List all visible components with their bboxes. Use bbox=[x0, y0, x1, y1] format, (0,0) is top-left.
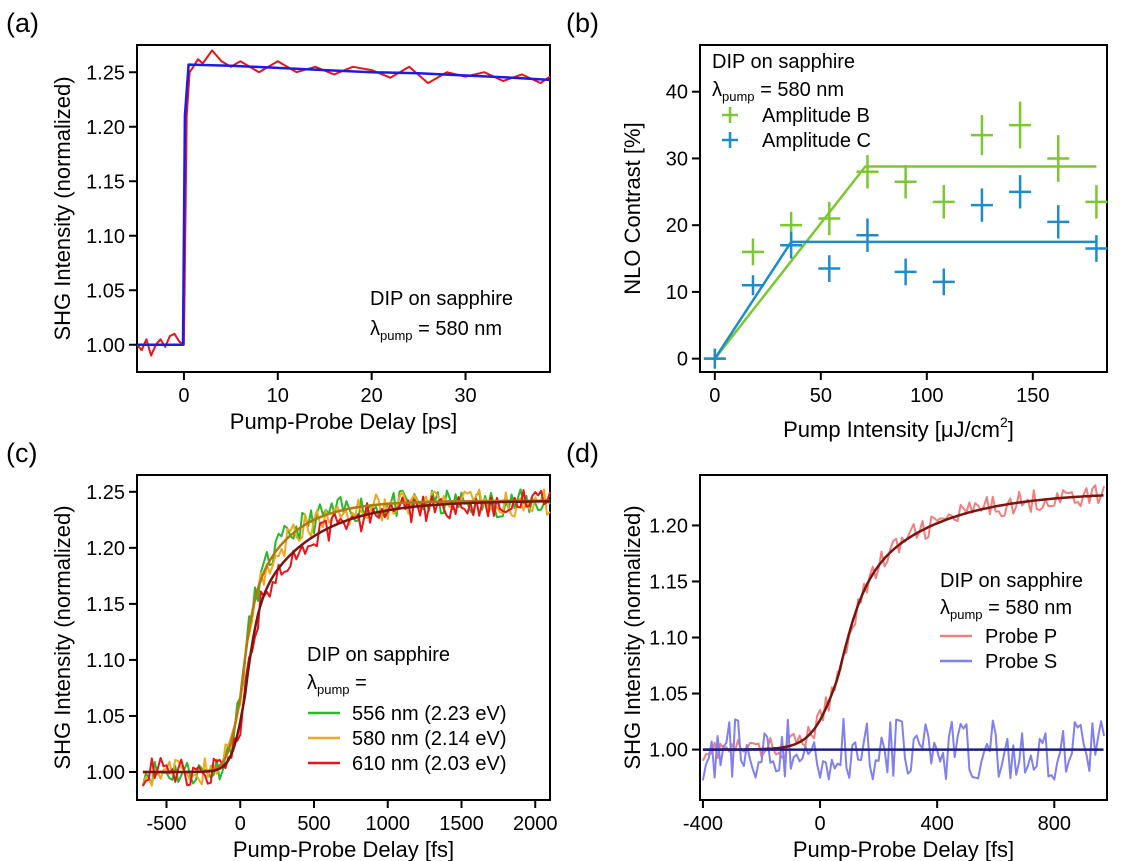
x-tick-label: 20 bbox=[361, 385, 383, 407]
y-tick-label: 1.00 bbox=[86, 762, 125, 784]
y-tick-label: 1.20 bbox=[649, 515, 688, 537]
y-tick-label: 1.20 bbox=[86, 538, 125, 560]
legend-label: Probe S bbox=[985, 651, 1057, 673]
legend-label: Amplitude C bbox=[762, 130, 871, 152]
annotation-lambda: λpump = bbox=[307, 672, 367, 697]
legend-label: 610 nm (2.03 eV) bbox=[352, 753, 507, 775]
panel-label: (a) bbox=[6, 8, 39, 38]
legend-label: 580 nm (2.14 eV) bbox=[352, 728, 507, 750]
panel-label: (c) bbox=[6, 438, 37, 468]
y-tick-label: 10 bbox=[666, 282, 688, 304]
y-tick-label: 1.20 bbox=[86, 117, 125, 139]
x-tick-label: 30 bbox=[454, 385, 476, 407]
x-axis-label: Pump-Probe Delay [ps] bbox=[230, 409, 457, 434]
y-tick-label: 1.10 bbox=[86, 650, 125, 672]
y-tick-label: 1.15 bbox=[86, 594, 125, 616]
x-tick-label: -400 bbox=[683, 813, 723, 835]
x-tick-label: 800 bbox=[1038, 813, 1071, 835]
y-tick-label: 1.00 bbox=[649, 740, 688, 762]
x-tick-label: -500 bbox=[146, 813, 186, 835]
y-tick-label: 30 bbox=[666, 148, 688, 170]
y-tick-label: 1.10 bbox=[649, 628, 688, 650]
x-axis-label: Pump Intensity [μJ/cm2] bbox=[783, 414, 1014, 442]
plot-frame bbox=[699, 44, 1108, 373]
y-tick-label: 40 bbox=[666, 82, 688, 104]
x-axis-label: Pump-Probe Delay [fs] bbox=[793, 837, 1014, 861]
annotation-sample: DIP on sapphire bbox=[307, 644, 450, 666]
x-tick-label: 0 bbox=[235, 813, 246, 835]
y-tick-label: 1.05 bbox=[649, 684, 688, 706]
y-tick-label: 0 bbox=[677, 349, 688, 371]
x-tick-label: 1000 bbox=[366, 813, 411, 835]
y-axis-label: SHG Intensity (normalized) bbox=[620, 505, 645, 769]
panel-c: (c) -500 0 500 1000 1500 2000 1.00 1.05 1.10 1.15 1… bbox=[6, 438, 558, 861]
annotation-lambda: λpump = 580 nm bbox=[370, 318, 502, 343]
y-tick-label: 1.10 bbox=[86, 226, 125, 248]
y-axis-label: NLO Contrast [%] bbox=[620, 122, 645, 294]
annotation-lambda: λpump = 580 nm bbox=[940, 597, 1072, 622]
y-tick-label: 1.25 bbox=[86, 482, 125, 504]
x-tick-label: 0 bbox=[178, 385, 189, 407]
y-tick-label: 1.15 bbox=[649, 571, 688, 593]
x-tick-label: 500 bbox=[297, 813, 330, 835]
fit-line bbox=[137, 63, 551, 346]
x-tick-label: 0 bbox=[814, 813, 825, 835]
plot-frame bbox=[136, 44, 551, 373]
x-tick-label: 1500 bbox=[439, 813, 484, 835]
y-axis-label: SHG Intensity (normalized) bbox=[50, 76, 75, 340]
fit-line bbox=[713, 165, 1097, 360]
legend-label: Amplitude B bbox=[762, 105, 870, 127]
y-tick-label: 1.05 bbox=[86, 706, 125, 728]
annotation-sample: DIP on sapphire bbox=[712, 51, 855, 73]
y-tick-label: 1.15 bbox=[86, 171, 125, 193]
annotation-sample: DIP on sapphire bbox=[940, 570, 1083, 592]
plot-frame bbox=[136, 474, 551, 801]
legend-label: 556 nm (2.23 eV) bbox=[352, 703, 507, 725]
y-tick-label: 1.05 bbox=[86, 280, 125, 302]
x-tick-label: 400 bbox=[920, 813, 953, 835]
x-axis-label: Pump-Probe Delay [fs] bbox=[233, 837, 454, 861]
x-tick-label: 50 bbox=[810, 385, 832, 407]
annotation-sample: DIP on sapphire bbox=[370, 288, 513, 310]
fit-line bbox=[142, 500, 550, 774]
y-tick-label: 1.25 bbox=[86, 62, 125, 84]
x-tick-label: 150 bbox=[1016, 385, 1049, 407]
data-line bbox=[701, 717, 1106, 781]
y-axis-label: SHG Intensity (normalized) bbox=[50, 505, 75, 769]
x-tick-label: 2000 bbox=[513, 813, 558, 835]
y-tick-label: 1.00 bbox=[86, 335, 125, 357]
annotation-lambda: λpump = 580 nm bbox=[712, 79, 844, 104]
y-tick-label: 20 bbox=[666, 215, 688, 237]
panel-b: (b) 0 50 100 150 0 10 20 30 40 NLO Contrast [%] Pum… bbox=[566, 8, 1108, 442]
legend-label: Probe P bbox=[985, 626, 1057, 648]
x-tick-label: 100 bbox=[910, 385, 943, 407]
data-line bbox=[701, 484, 1106, 762]
x-tick-label: 0 bbox=[709, 385, 720, 407]
x-tick-label: 10 bbox=[267, 385, 289, 407]
panel-a: (a) 0 10 20 30 1.00 1.05 1.10 1.15 1.20 1.25 SHG In… bbox=[6, 8, 551, 434]
panel-label: (d) bbox=[566, 438, 599, 468]
fit-line bbox=[702, 494, 1104, 751]
panel-label: (b) bbox=[566, 8, 599, 38]
